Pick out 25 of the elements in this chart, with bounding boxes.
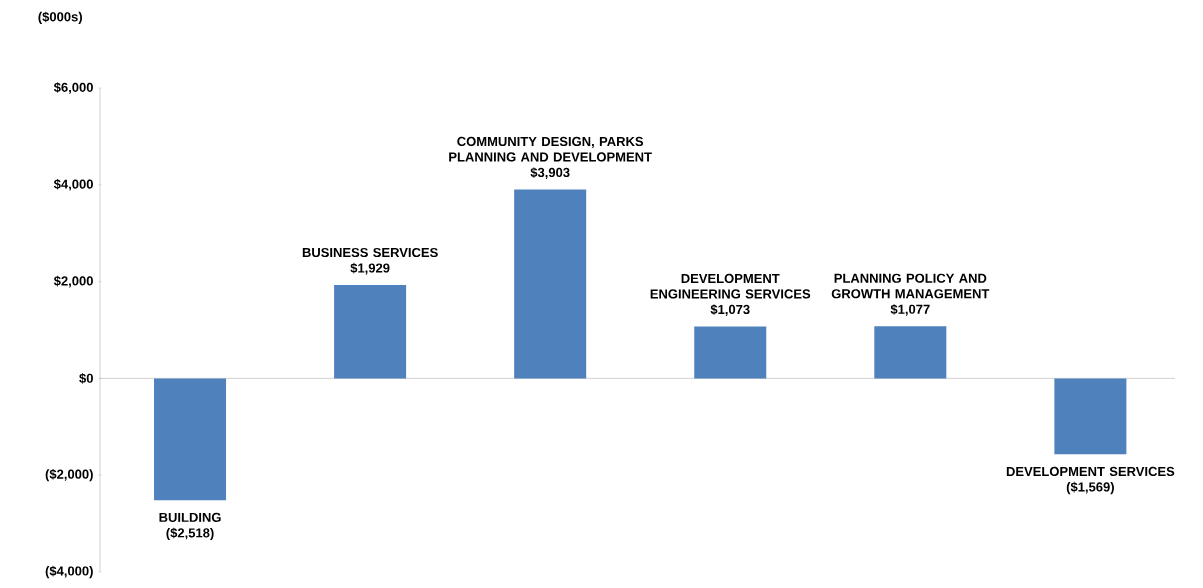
y-axis-title: ($000s) (38, 11, 82, 24)
bar (694, 326, 767, 379)
x-tick-label: DEVELOPMENT SERVICES (1006, 466, 1175, 477)
data-label: $1,077 (890, 304, 930, 316)
data-label: $1,929 (350, 262, 390, 275)
y-tick-label: $2,000 (53, 275, 93, 288)
data-label: ($1,569) (1066, 481, 1114, 495)
bar (1054, 378, 1127, 455)
bar (514, 189, 587, 379)
data-label: $1,073 (710, 304, 750, 316)
bar (154, 378, 227, 501)
x-tick-label: DEVELOPMENT ENGINEERING SERVICES (650, 273, 811, 299)
x-tick-label: COMMUNITY DESIGN, PARKS PLANNING AND DEVELOPMENT (449, 136, 652, 162)
y-tick-label: $0 (79, 373, 93, 384)
bar (874, 326, 947, 379)
bar (334, 285, 407, 379)
x-tick-label: BUSINESS SERVICES (302, 247, 438, 258)
data-label: $3,903 (530, 167, 570, 179)
x-tick-label: PLANNING POLICY AND GROWTH MANAGEMENT (831, 273, 990, 299)
y-tick-label: ($4,000) (45, 565, 93, 579)
y-tick-label: $4,000 (53, 178, 93, 191)
data-label: ($2,518) (166, 527, 214, 541)
y-tick-label: $6,000 (53, 82, 93, 94)
y-tick-label: ($2,000) (45, 469, 93, 482)
x-tick-label: BUILDING (159, 512, 221, 522)
